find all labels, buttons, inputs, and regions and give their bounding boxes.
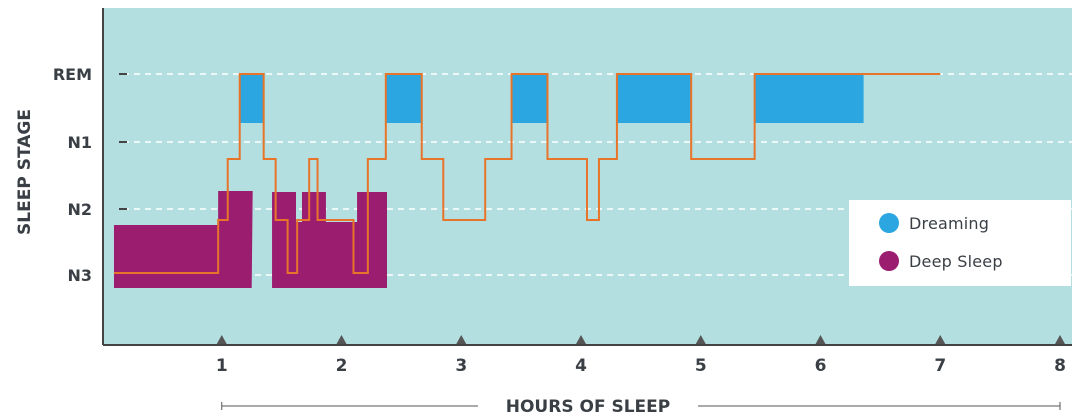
x-tick-label: 1 (216, 356, 228, 376)
x-tick-marker (935, 335, 946, 344)
dreaming-area (754, 74, 864, 123)
dreaming-area (239, 74, 264, 123)
dreaming-area (385, 74, 422, 123)
hypnogram-line (113, 73, 941, 274)
legend-label-dreaming: Dreaming (909, 213, 990, 233)
y-tick-label-rem: REM (53, 65, 92, 84)
x-tick-marker (815, 335, 826, 344)
x-tick-marker (576, 335, 586, 344)
y-tick-label-n3: N3 (67, 266, 92, 285)
x-tick-label: 2 (336, 356, 348, 376)
x-tick-label: 4 (575, 356, 587, 376)
dreaming-area (616, 74, 692, 123)
x-tick-label: 5 (695, 356, 707, 376)
legend-item-dreaming: Dreaming (879, 212, 989, 234)
y-axis-title: SLEEP STAGE (15, 109, 35, 235)
y-tick-labels: REM N1 N2 N3 (53, 65, 92, 285)
x-tick-label: 3 (455, 356, 467, 376)
y-tick-label-n2: N2 (67, 200, 92, 219)
x-tick-marker (336, 335, 347, 344)
dreaming-swatch (879, 213, 899, 233)
legend-label-deep-sleep: Deep Sleep (909, 251, 1003, 271)
x-tick-marker (695, 335, 706, 344)
x-tick-marker (216, 335, 227, 344)
legend-item-deep-sleep: Deep Sleep (879, 250, 1003, 272)
legend: Dreaming Deep Sleep (849, 200, 1071, 286)
deep-sleep-swatch (879, 251, 899, 271)
x-axis-title: HOURS OF SLEEP (506, 397, 670, 414)
deep-sleep-area (272, 192, 388, 288)
dreaming-area (511, 74, 548, 123)
x-tick-marker (1055, 335, 1065, 344)
dreaming-areas (239, 74, 864, 123)
x-tick-marker (456, 335, 467, 344)
x-tick-label: 7 (934, 356, 946, 376)
x-tick-labels: 1 2 3 4 5 6 7 8 (216, 335, 1066, 376)
x-tick-label: 6 (815, 356, 827, 376)
x-tick-label: 8 (1054, 356, 1066, 376)
y-tick-label-n1: N1 (67, 133, 92, 152)
